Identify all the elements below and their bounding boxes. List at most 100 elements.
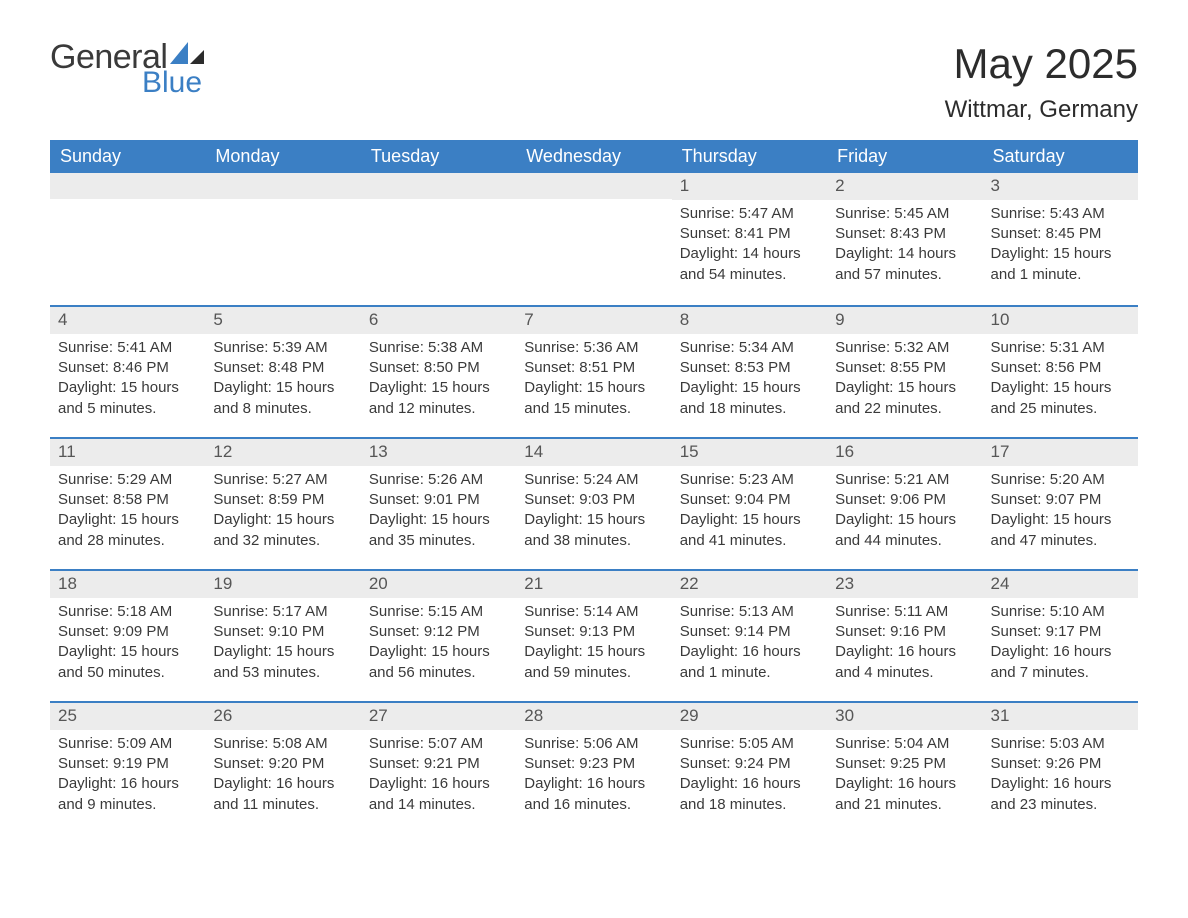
day-cell: 7Sunrise: 5:36 AMSunset: 8:51 PMDaylight… <box>516 307 671 437</box>
day-content: Sunrise: 5:45 AMSunset: 8:43 PMDaylight:… <box>827 204 982 295</box>
day-number: 17 <box>983 439 1138 466</box>
daylight-text-1: Daylight: 15 hours <box>524 642 663 662</box>
sunset-text: Sunset: 9:07 PM <box>991 490 1130 510</box>
sunset-text: Sunset: 8:56 PM <box>991 358 1130 378</box>
header: General Blue May 2025 Wittmar, Germany <box>50 40 1138 124</box>
day-content: Sunrise: 5:24 AMSunset: 9:03 PMDaylight:… <box>516 470 671 561</box>
day-cell: 11Sunrise: 5:29 AMSunset: 8:58 PMDayligh… <box>50 439 205 569</box>
day-cell: 16 Sunrise: 5:21 AMSunset: 9:06 PMDayligh… <box>827 439 982 569</box>
day-cell: 3 Sunrise: 5:43 AMSunset: 8:45 PMDaylight… <box>983 173 1138 305</box>
day-content: Sunrise: 5:27 AMSunset: 8:59 PMDaylight:… <box>205 470 360 561</box>
day-content: Sunrise: 5:36 AMSunset: 8:51 PMDaylight:… <box>516 338 671 429</box>
day-number: 18 <box>50 571 205 598</box>
day-cell: 1Sunrise: 5:47 AMSunset: 8:41 PMDaylight… <box>672 173 827 305</box>
week-row: 4Sunrise: 5:41 AMSunset: 8:46 PMDaylight… <box>50 305 1138 437</box>
day-cell: 14Sunrise: 5:24 AMSunset: 9:03 PMDayligh… <box>516 439 671 569</box>
daylight-text-2: and 1 minute. <box>680 663 819 683</box>
daylight-text-1: Daylight: 16 hours <box>213 774 352 794</box>
sunrise-text: Sunrise: 5:43 AM <box>991 204 1130 224</box>
day-number: 16 <box>827 439 982 466</box>
daylight-text-2: and 28 minutes. <box>58 531 197 551</box>
daylight-text-2: and 18 minutes. <box>680 399 819 419</box>
day-cell: 5Sunrise: 5:39 AMSunset: 8:48 PMDaylight… <box>205 307 360 437</box>
day-cell: 12Sunrise: 5:27 AMSunset: 8:59 PMDayligh… <box>205 439 360 569</box>
sunrise-text: Sunrise: 5:08 AM <box>213 734 352 754</box>
day-cell: 20Sunrise: 5:15 AMSunset: 9:12 PMDayligh… <box>361 571 516 701</box>
day-number: 29 <box>672 703 827 730</box>
day-content: Sunrise: 5:09 AMSunset: 9:19 PMDaylight:… <box>50 734 205 825</box>
sunrise-text: Sunrise: 5:03 AM <box>991 734 1130 754</box>
sunrise-text: Sunrise: 5:47 AM <box>680 204 819 224</box>
sunset-text: Sunset: 8:48 PM <box>213 358 352 378</box>
daylight-text-1: Daylight: 15 hours <box>58 642 197 662</box>
day-content: Sunrise: 5:20 AMSunset: 9:07 PMDaylight:… <box>983 470 1138 561</box>
month-title: May 2025 <box>945 40 1138 88</box>
day-cell <box>205 173 360 305</box>
logo: General Blue <box>50 40 204 98</box>
day-content: Sunrise: 5:31 AMSunset: 8:56 PMDaylight:… <box>983 338 1138 429</box>
day-number: 21 <box>516 571 671 598</box>
day-number: 1 <box>672 173 827 200</box>
daylight-text-1: Daylight: 15 hours <box>680 378 819 398</box>
location-label: Wittmar, Germany <box>945 96 1138 124</box>
week-row: 1Sunrise: 5:47 AMSunset: 8:41 PMDaylight… <box>50 173 1138 305</box>
sunrise-text: Sunrise: 5:38 AM <box>369 338 508 358</box>
day-content: Sunrise: 5:26 AMSunset: 9:01 PMDaylight:… <box>361 470 516 561</box>
day-cell: 24Sunrise: 5:10 AMSunset: 9:17 PMDayligh… <box>983 571 1138 701</box>
day-number: 28 <box>516 703 671 730</box>
sunrise-text: Sunrise: 5:29 AM <box>58 470 197 490</box>
sunset-text: Sunset: 9:17 PM <box>991 622 1130 642</box>
day-content: Sunrise: 5:11 AMSunset: 9:16 PMDaylight:… <box>827 602 982 693</box>
day-content: Sunrise: 5:14 AMSunset: 9:13 PMDaylight:… <box>516 602 671 693</box>
day-cell: 13Sunrise: 5:26 AMSunset: 9:01 PMDayligh… <box>361 439 516 569</box>
sunrise-text: Sunrise: 5:45 AM <box>835 204 974 224</box>
daylight-text-2: and 21 minutes. <box>835 795 974 815</box>
daylight-text-1: Daylight: 15 hours <box>369 510 508 530</box>
daylight-text-1: Daylight: 15 hours <box>835 510 974 530</box>
daylight-text-2: and 16 minutes. <box>524 795 663 815</box>
sunrise-text: Sunrise: 5:13 AM <box>680 602 819 622</box>
day-cell: 18Sunrise: 5:18 AMSunset: 9:09 PMDayligh… <box>50 571 205 701</box>
daylight-text-2: and 4 minutes. <box>835 663 974 683</box>
daylight-text-2: and 14 minutes. <box>369 795 508 815</box>
sunset-text: Sunset: 8:51 PM <box>524 358 663 378</box>
sunset-text: Sunset: 8:53 PM <box>680 358 819 378</box>
daylight-text-1: Daylight: 15 hours <box>213 510 352 530</box>
daylight-text-1: Daylight: 15 hours <box>524 378 663 398</box>
sunrise-text: Sunrise: 5:24 AM <box>524 470 663 490</box>
day-content: Sunrise: 5:38 AMSunset: 8:50 PMDaylight:… <box>361 338 516 429</box>
calendar: SundayMondayTuesdayWednesdayThursdayFrid… <box>50 140 1138 833</box>
daylight-text-1: Daylight: 15 hours <box>58 510 197 530</box>
sunrise-text: Sunrise: 5:17 AM <box>213 602 352 622</box>
daylight-text-2: and 18 minutes. <box>680 795 819 815</box>
day-content: Sunrise: 5:34 AMSunset: 8:53 PMDaylight:… <box>672 338 827 429</box>
day-number: 23 <box>827 571 982 598</box>
daylight-text-2: and 44 minutes. <box>835 531 974 551</box>
day-cell: 31Sunrise: 5:03 AMSunset: 9:26 PMDayligh… <box>983 703 1138 833</box>
day-content: Sunrise: 5:23 AMSunset: 9:04 PMDaylight:… <box>672 470 827 561</box>
day-content: Sunrise: 5:43 AMSunset: 8:45 PMDaylight:… <box>983 204 1138 295</box>
day-number: 3 <box>983 173 1138 200</box>
logo-sail-icon <box>170 42 204 68</box>
daylight-text-1: Daylight: 15 hours <box>680 510 819 530</box>
sunset-text: Sunset: 8:46 PM <box>58 358 197 378</box>
sunrise-text: Sunrise: 5:06 AM <box>524 734 663 754</box>
sunrise-text: Sunrise: 5:21 AM <box>835 470 974 490</box>
daylight-text-1: Daylight: 16 hours <box>524 774 663 794</box>
daylight-text-1: Daylight: 16 hours <box>991 642 1130 662</box>
sunset-text: Sunset: 9:19 PM <box>58 754 197 774</box>
day-cell <box>361 173 516 305</box>
sunset-text: Sunset: 8:55 PM <box>835 358 974 378</box>
daylight-text-2: and 15 minutes. <box>524 399 663 419</box>
day-number: 31 <box>983 703 1138 730</box>
daylight-text-2: and 54 minutes. <box>680 265 819 285</box>
daylight-text-1: Daylight: 15 hours <box>991 510 1130 530</box>
sunrise-text: Sunrise: 5:41 AM <box>58 338 197 358</box>
sunset-text: Sunset: 9:10 PM <box>213 622 352 642</box>
daylight-text-1: Daylight: 15 hours <box>369 642 508 662</box>
day-number: 9 <box>827 307 982 334</box>
sunset-text: Sunset: 9:06 PM <box>835 490 974 510</box>
day-cell: 29Sunrise: 5:05 AMSunset: 9:24 PMDayligh… <box>672 703 827 833</box>
sunset-text: Sunset: 9:16 PM <box>835 622 974 642</box>
daylight-text-1: Daylight: 14 hours <box>680 244 819 264</box>
